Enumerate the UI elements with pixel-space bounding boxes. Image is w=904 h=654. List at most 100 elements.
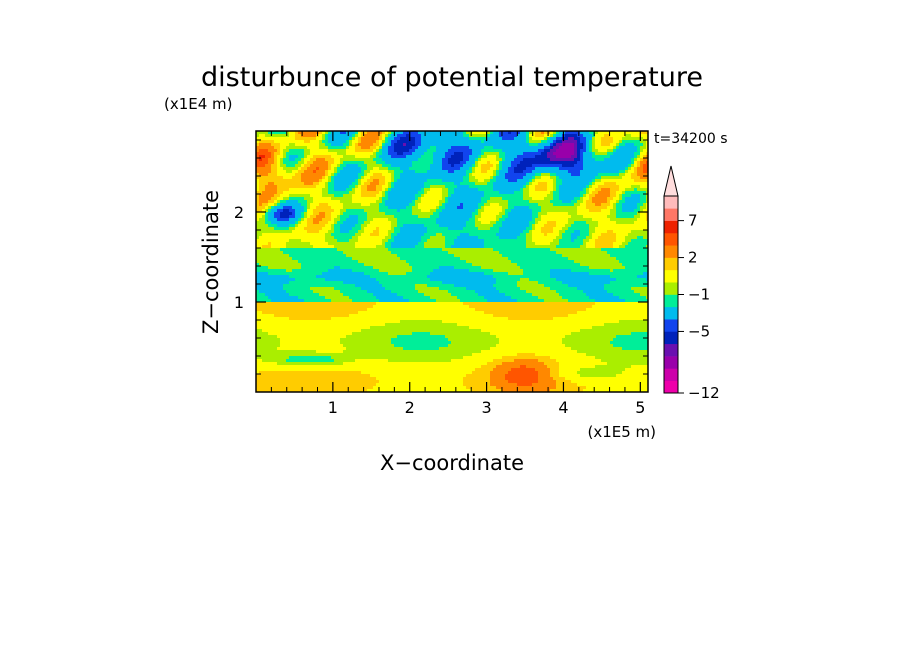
field-cell — [331, 146, 335, 150]
field-cell — [367, 164, 371, 168]
field-cell — [475, 212, 479, 216]
field-cell — [535, 146, 539, 150]
field-cell — [616, 143, 620, 147]
field-cell — [490, 239, 494, 243]
field-cell — [538, 140, 542, 144]
field-cell — [394, 182, 398, 186]
field-cell — [499, 200, 503, 204]
field-cell — [310, 194, 314, 198]
field-cell — [280, 152, 284, 156]
field-cell — [547, 167, 551, 171]
field-cell — [355, 230, 359, 234]
field-cell — [334, 158, 338, 162]
field-cell — [520, 176, 524, 180]
field-cell — [358, 131, 362, 135]
field-cell — [526, 242, 530, 246]
field-cell — [430, 173, 434, 177]
field-cell — [334, 134, 338, 138]
field-cell — [346, 209, 350, 213]
field-cell — [277, 143, 281, 147]
field-cell — [385, 224, 389, 228]
field-cell — [280, 236, 284, 240]
field-cell — [520, 230, 524, 234]
field-cell — [514, 179, 518, 183]
field-cell — [637, 221, 641, 225]
field-cell — [484, 182, 488, 186]
field-cell — [460, 179, 464, 183]
field-cell — [535, 131, 539, 135]
field-cell — [607, 182, 611, 186]
field-cell — [565, 236, 569, 240]
field-cell — [472, 182, 476, 186]
field-cell — [589, 164, 593, 168]
field-cell — [259, 245, 263, 249]
field-cell — [439, 146, 443, 150]
field-cell — [367, 233, 371, 237]
field-cell — [343, 155, 347, 159]
field-cell — [463, 152, 467, 156]
field-cell — [583, 242, 587, 246]
field-cell — [289, 215, 293, 219]
field-cell — [529, 152, 533, 156]
field-cell — [499, 215, 503, 219]
field-cell — [607, 155, 611, 159]
field-cell — [580, 233, 584, 237]
field-cell — [469, 206, 473, 210]
field-cell — [316, 215, 320, 219]
field-cell — [298, 245, 302, 249]
field-cell — [391, 203, 395, 207]
field-cell — [502, 164, 506, 168]
field-cell — [421, 137, 425, 141]
field-cell — [508, 152, 512, 156]
field-cell — [490, 152, 494, 156]
field-cell — [547, 164, 551, 168]
field-cell — [565, 161, 569, 165]
field-cell — [265, 170, 269, 174]
field-cell — [430, 155, 434, 159]
field-cell — [520, 173, 524, 177]
field-cell — [376, 200, 380, 204]
field-cell — [373, 176, 377, 180]
field-cell — [436, 215, 440, 219]
field-cell — [358, 230, 362, 234]
field-cell — [556, 179, 560, 183]
field-cell — [604, 233, 608, 237]
field-cell — [520, 233, 524, 237]
field-cell — [622, 191, 626, 195]
field-cell — [439, 242, 443, 246]
field-cell — [439, 209, 443, 213]
field-cell — [598, 146, 602, 150]
field-cell — [625, 152, 629, 156]
field-cell — [367, 215, 371, 219]
field-cell — [358, 152, 362, 156]
field-cell — [409, 236, 413, 240]
field-cell — [562, 143, 566, 147]
field-cell — [307, 194, 311, 198]
field-cell — [541, 215, 545, 219]
field-cell — [517, 230, 521, 234]
field-cell — [454, 167, 458, 171]
field-cell — [622, 164, 626, 168]
field-cell — [628, 146, 632, 150]
field-cell — [406, 221, 410, 225]
field-cell — [595, 155, 599, 159]
field-cell — [517, 146, 521, 150]
field-cell — [385, 134, 389, 138]
field-cell — [373, 203, 377, 207]
field-cell — [442, 188, 446, 192]
field-cell — [277, 194, 281, 198]
field-cell — [487, 227, 491, 231]
field-cell — [442, 209, 446, 213]
field-cell — [286, 182, 290, 186]
field-cell — [547, 146, 551, 150]
field-cell — [553, 176, 557, 180]
field-cell — [559, 179, 563, 183]
field-cell — [370, 149, 374, 153]
field-cell — [505, 188, 509, 192]
field-cell — [520, 203, 524, 207]
field-cell — [325, 149, 329, 153]
field-cell — [433, 230, 437, 234]
field-cell — [568, 152, 572, 156]
field-cell — [304, 215, 308, 219]
field-cell — [430, 179, 434, 183]
